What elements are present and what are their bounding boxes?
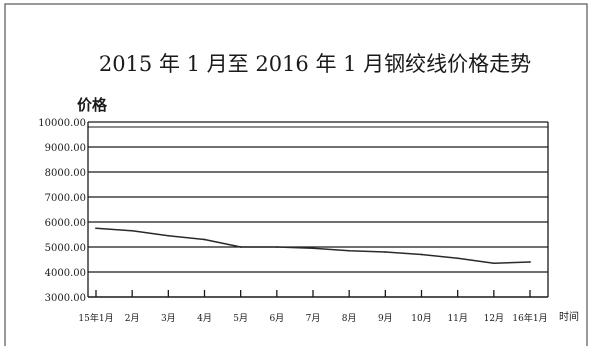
x-tick-label: 5月: [233, 313, 248, 324]
series-lines: [95, 227, 531, 265]
data-point: [420, 253, 423, 256]
x-tick-label: 15年1月: [78, 312, 113, 324]
series-line-0: [95, 227, 531, 265]
y-axis-label: 价格: [77, 96, 108, 114]
data-point: [492, 262, 495, 265]
data-point: [312, 247, 314, 250]
x-tick-label: 2月: [125, 313, 140, 324]
y-tick-label: 4000.00: [45, 268, 86, 279]
x-tick-label: 9月: [378, 313, 393, 324]
data-point: [529, 261, 531, 263]
data-point: [95, 227, 97, 230]
x-tick-label: 4月: [197, 313, 212, 324]
x-axis-label: 时间: [559, 310, 579, 323]
x-tick-label: 11月: [447, 313, 467, 324]
data-point: [275, 246, 278, 248]
chart-title: 2015 年 1 月至 2016 年 1 月钢绞线价格走势: [99, 52, 531, 76]
x-tick-label: 3月: [161, 313, 176, 324]
y-tick-label: 8000.00: [45, 168, 86, 179]
x-tick-label: 12月: [484, 313, 504, 324]
data-point: [348, 249, 351, 252]
x-tick-label: 6月: [269, 313, 284, 324]
y-tick-label: 9000.00: [45, 143, 86, 154]
y-tick-labels: 10000.00 9000.00 8000.00 7000.00 6000.00 5000…: [38, 118, 86, 304]
data-point: [384, 251, 387, 253]
y-tick-label: 6000.00: [45, 218, 86, 229]
x-tick-labels: 15年1月 2月 3月 4月 5月 6月 7月 8月 9月 10月 11月 12月 16年1月: [78, 312, 547, 324]
grid-lines: [87, 121, 549, 298]
data-point: [131, 229, 134, 232]
data-point: [203, 238, 206, 241]
x-tick-label: 16年1月: [512, 312, 547, 324]
data-point: [167, 234, 170, 237]
data-point: [456, 257, 459, 260]
x-tick-label: 10月: [411, 313, 431, 324]
x-tick-label: 8月: [342, 313, 357, 324]
x-tick-label: 7月: [306, 313, 321, 324]
y-tick-label: 5000.00: [45, 243, 86, 254]
y-tick-label: 7000.00: [45, 193, 86, 204]
y-tick-label: 10000.00: [38, 118, 86, 129]
data-point: [239, 246, 242, 248]
y-tick-label: 3000.00: [45, 293, 86, 304]
